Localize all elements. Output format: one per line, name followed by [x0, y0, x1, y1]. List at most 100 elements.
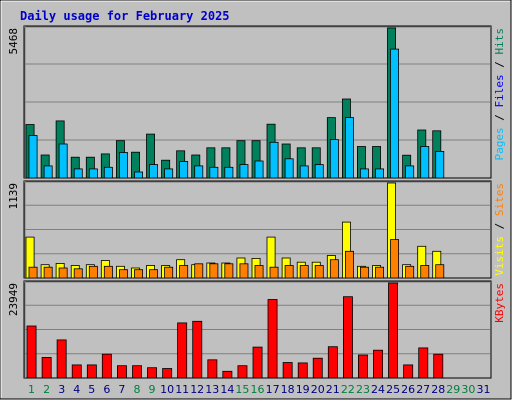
bar-kbytes-day-27 [418, 347, 429, 379]
bar-kbytes-day-17 [267, 299, 278, 379]
day-label-1: 1 [28, 383, 35, 396]
legend-separator: / [493, 216, 506, 236]
bar-sites-day-21 [329, 259, 339, 279]
day-label-27: 27 [416, 383, 430, 396]
bar-kbytes-day-7 [117, 365, 127, 379]
bar-kbytes-day-2 [41, 356, 52, 379]
day-label-15: 15 [235, 383, 249, 396]
day-label-28: 28 [431, 383, 445, 396]
legend-separator: / [493, 108, 506, 128]
bar-sites-day-10 [164, 266, 174, 279]
day-label-26: 26 [401, 383, 415, 396]
day-label-17: 17 [266, 383, 280, 396]
bar-files-day-23 [359, 168, 369, 179]
bar-sites-day-11 [179, 265, 189, 279]
day-label-4: 4 [73, 383, 80, 396]
bar-sites-day-15 [239, 263, 249, 279]
day-label-8: 8 [134, 383, 141, 396]
day-label-16: 16 [251, 383, 265, 396]
bar-kbytes-day-11 [177, 322, 188, 379]
bar-files-day-5 [88, 168, 98, 179]
bar-files-day-19 [299, 165, 309, 179]
ymax-label-hits-files-pages: 5468 [7, 28, 20, 55]
bar-sites-day-5 [88, 265, 98, 279]
bar-files-day-16 [254, 160, 264, 179]
bar-sites-day-19 [299, 265, 309, 279]
day-label-5: 5 [88, 383, 95, 396]
day-label-9: 9 [149, 383, 156, 396]
legend-item-files: Files [493, 74, 506, 107]
bar-sites-day-1 [28, 266, 38, 279]
bar-kbytes-day-12 [192, 320, 203, 379]
day-label-18: 18 [281, 383, 295, 396]
day-label-24: 24 [371, 383, 385, 396]
bar-kbytes-day-10 [162, 368, 173, 379]
bar-kbytes-day-16 [252, 346, 263, 379]
bar-kbytes-day-18 [282, 362, 293, 379]
bar-files-day-3 [58, 143, 68, 179]
bar-sites-day-4 [73, 268, 83, 279]
bar-sites-day-23 [359, 266, 369, 279]
bar-kbytes-day-24 [373, 349, 384, 379]
bar-sites-day-27 [420, 265, 430, 279]
day-label-20: 20 [311, 383, 325, 396]
day-label-31: 31 [477, 383, 491, 396]
bar-sites-day-25 [390, 239, 400, 279]
bar-kbytes-day-8 [132, 365, 143, 379]
bar-kbytes-day-6 [101, 353, 112, 379]
day-label-6: 6 [103, 383, 110, 396]
day-axis: 1 2 3 4 5 6 7 8 9 10 11 12 13 14 15 16 17 18 19 20 21 22 23 24 2… [28, 383, 491, 396]
day-label-10: 10 [160, 383, 174, 396]
bar-kbytes-day-5 [86, 364, 97, 379]
bar-files-day-20 [314, 164, 324, 179]
bar-files-day-4 [73, 168, 83, 179]
bar-files-day-11 [179, 161, 189, 179]
bar-kbytes-day-28 [433, 353, 444, 379]
bar-sites-day-2 [43, 266, 53, 279]
bar-sites-day-28 [435, 264, 445, 279]
day-label-23: 23 [356, 383, 370, 396]
bar-kbytes-day-23 [357, 354, 368, 379]
bar-files-day-1 [28, 135, 38, 179]
bar-files-day-18 [284, 158, 294, 179]
bar-kbytes-day-15 [237, 365, 248, 379]
bar-kbytes-day-14 [222, 370, 233, 379]
legend-separator: / [493, 55, 506, 75]
day-label-19: 19 [296, 383, 310, 396]
legend-hits-files-pages: Pages / Files / Hits [493, 28, 506, 161]
bar-kbytes-day-22 [342, 296, 353, 379]
bar-files-day-9 [149, 164, 159, 179]
chart-panels: 5468 Pages / Files / Hits 1139 Visits / Sit… [7, 25, 506, 379]
day-label-13: 13 [205, 383, 219, 396]
bar-files-day-14 [224, 166, 234, 179]
bar-sites-day-16 [254, 265, 264, 279]
legend-item-hits: Hits [493, 28, 506, 55]
bar-files-day-6 [103, 166, 113, 179]
bar-kbytes-day-19 [297, 362, 308, 379]
bar-sites-day-17 [269, 266, 279, 279]
bar-sites-day-24 [375, 266, 385, 279]
day-label-2: 2 [43, 383, 50, 396]
day-label-29: 29 [446, 383, 460, 396]
bar-kbytes-day-25 [388, 282, 399, 379]
day-label-22: 22 [341, 383, 355, 396]
chart-title: Daily usage for February 2025 [20, 9, 230, 23]
day-label-11: 11 [175, 383, 189, 396]
bar-kbytes-day-20 [312, 357, 323, 379]
legend-item-pages: Pages [493, 127, 506, 160]
bar-files-day-22 [344, 117, 354, 179]
day-label-21: 21 [326, 383, 340, 396]
day-label-25: 25 [386, 383, 400, 396]
bar-sites-day-14 [224, 263, 234, 279]
panel-hits-files-pages: 5468 Pages / Files / Hits [7, 25, 506, 179]
day-label-14: 14 [220, 383, 234, 396]
legend-visits-sites: Visits / Sites [493, 183, 506, 276]
bar-kbytes-day-4 [71, 364, 82, 379]
legend-item-visits: Visits [493, 236, 506, 276]
day-label-3: 3 [58, 383, 65, 396]
panel-kbytes: 23949 KBytes [7, 280, 506, 379]
bar-files-day-13 [209, 166, 219, 179]
bar-sites-day-12 [194, 263, 204, 279]
bar-kbytes-day-13 [207, 359, 218, 379]
bar-files-day-8 [134, 171, 144, 179]
